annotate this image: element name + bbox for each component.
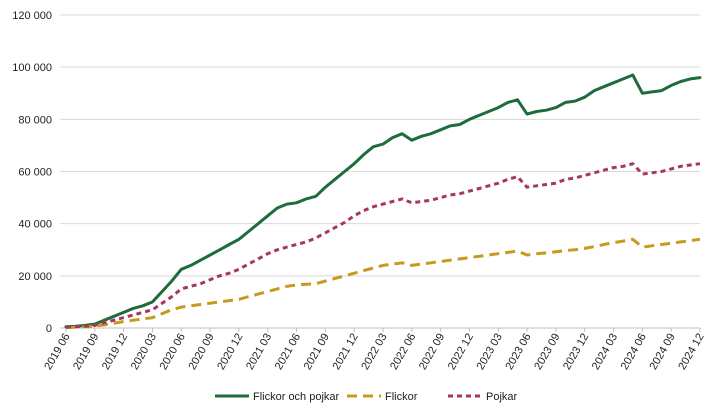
x-tick-label: 2022 06 — [388, 332, 418, 372]
x-tick-label: 2023 06 — [503, 332, 533, 372]
legend-label-2: Pojkar — [486, 391, 518, 403]
x-tick-label: 2020 12 — [215, 332, 245, 372]
series-layer — [64, 73, 702, 329]
x-tick-label: 2021 12 — [331, 332, 361, 372]
x-tick-label: 2021 06 — [273, 332, 303, 372]
x-tick-label: 2024 03 — [590, 332, 620, 372]
x-tick-label: 2023 12 — [561, 332, 591, 372]
y-tick-label: 120 000 — [12, 10, 52, 22]
legend-label-1: Flickor — [385, 391, 418, 403]
series-line-1 — [65, 237, 701, 329]
x-tick-label: 2024 12 — [676, 332, 706, 372]
y-axis: 0 20 000 40 000 60 000 80 000 100 000 120 000 — [12, 10, 52, 335]
x-tick-label: 2021 03 — [244, 332, 274, 372]
grid-layer — [60, 14, 700, 329]
y-tick-label: 20 000 — [18, 271, 52, 283]
series-line-2 — [65, 162, 701, 329]
x-tick-label: 2022 12 — [446, 332, 476, 372]
x-tick-label: 2019 12 — [100, 332, 130, 372]
x-tick-label: 2021 09 — [302, 332, 332, 372]
x-tick-label: 2024 09 — [648, 332, 678, 372]
y-tick-label: 60 000 — [18, 167, 52, 179]
series-line-0 — [64, 73, 702, 329]
x-tick-label: 2023 09 — [532, 332, 562, 372]
x-tick-label: 2019 06 — [42, 332, 72, 372]
x-tick-label: 2022 09 — [417, 332, 447, 372]
x-tick-label: 2020 06 — [158, 332, 188, 372]
x-tick-label: 2024 06 — [619, 332, 649, 372]
legend: Flickor och pojkar Flickor Pojkar — [215, 391, 518, 403]
x-tick-label: 2022 03 — [359, 332, 389, 372]
y-tick-label: 40 000 — [18, 219, 52, 231]
y-tick-label: 80 000 — [18, 114, 52, 126]
x-tick-label: 2019 09 — [71, 332, 101, 372]
x-tick-label: 2020 03 — [129, 332, 159, 372]
x-tick-label: 2023 03 — [475, 331, 505, 371]
legend-label-0: Flickor och pojkar — [253, 391, 340, 403]
y-tick-label: 0 — [46, 323, 52, 335]
y-tick-label: 100 000 — [12, 62, 52, 74]
x-tick-label: 2020 09 — [186, 332, 216, 372]
